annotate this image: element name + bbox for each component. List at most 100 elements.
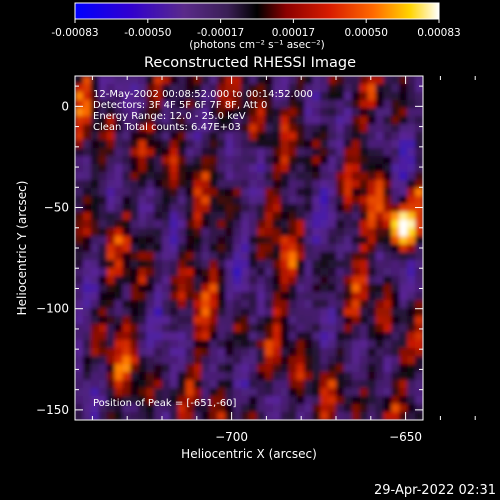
heatmap-cell bbox=[256, 228, 266, 237]
heatmap-cell bbox=[343, 220, 353, 229]
heatmap-cell bbox=[280, 188, 290, 197]
heatmap-cell bbox=[312, 228, 321, 237]
heatmap-cell bbox=[162, 212, 171, 221]
heatmap-cell bbox=[328, 308, 337, 317]
heatmap-cell bbox=[343, 412, 353, 420]
heatmap-cell bbox=[185, 236, 195, 245]
heatmap-cell bbox=[351, 84, 361, 93]
heatmap-cell bbox=[146, 372, 155, 381]
heatmap-cell bbox=[359, 388, 369, 397]
heatmap-cell bbox=[193, 228, 203, 237]
heatmap-cell bbox=[233, 84, 242, 93]
heatmap-cell bbox=[114, 260, 124, 269]
heatmap-cell bbox=[359, 76, 369, 85]
heatmap-cell bbox=[75, 252, 84, 261]
heatmap-cell bbox=[264, 356, 274, 365]
heatmap-cell bbox=[177, 116, 187, 125]
heatmap-cell bbox=[375, 92, 385, 101]
heatmap-cell bbox=[312, 292, 321, 301]
heatmap-cell bbox=[193, 292, 203, 301]
heatmap-cell bbox=[114, 356, 124, 365]
heatmap-cell bbox=[336, 196, 345, 205]
heatmap-cell bbox=[185, 172, 195, 181]
heatmap-cell bbox=[162, 340, 171, 349]
annotation-detectors: Detectors: 3F 4F 5F 6F 7F 8F, Att 0 bbox=[93, 100, 267, 111]
heatmap-cell bbox=[90, 116, 100, 125]
heatmap-cell bbox=[351, 292, 361, 301]
heatmap-cell bbox=[367, 196, 377, 205]
heatmap-cell bbox=[114, 140, 124, 149]
colorbar-unit-label: (photons cm⁻² s⁻¹ asec⁻²) bbox=[189, 39, 324, 51]
heatmap-cell bbox=[383, 164, 392, 173]
heatmap-cell bbox=[399, 372, 408, 381]
heatmap-cell bbox=[296, 156, 305, 165]
heatmap-cell bbox=[169, 204, 179, 213]
heatmap-cell bbox=[320, 100, 329, 109]
heatmap-cell bbox=[98, 108, 108, 117]
heatmap-cell bbox=[169, 124, 179, 133]
heatmap-cell bbox=[415, 300, 423, 309]
heatmap-cell bbox=[249, 172, 258, 181]
heatmap-cell bbox=[209, 76, 218, 85]
heatmap-cell bbox=[98, 204, 108, 213]
heatmap-cell bbox=[209, 124, 218, 133]
heatmap-cell bbox=[415, 156, 423, 165]
heatmap-cell bbox=[312, 404, 321, 413]
heatmap-cell bbox=[312, 84, 321, 93]
heatmap-cell bbox=[336, 324, 345, 333]
heatmap-cell bbox=[217, 332, 226, 341]
heatmap-cell bbox=[375, 372, 385, 381]
heatmap-cell bbox=[272, 284, 282, 293]
heatmap-cell bbox=[146, 188, 155, 197]
heatmap-cell bbox=[249, 180, 258, 189]
heatmap-cell bbox=[359, 132, 369, 141]
heatmap-cell bbox=[312, 236, 321, 245]
heatmap-cell bbox=[130, 116, 139, 125]
heatmap-cell bbox=[193, 316, 203, 325]
heatmap-cell bbox=[169, 260, 179, 269]
heatmap-cell bbox=[415, 108, 423, 117]
heatmap-cell bbox=[122, 116, 131, 125]
heatmap-cell bbox=[154, 92, 163, 101]
heatmap-cell bbox=[169, 148, 179, 157]
heatmap-cell bbox=[185, 116, 195, 125]
heatmap-cell bbox=[256, 108, 266, 117]
heatmap-cell bbox=[209, 164, 218, 173]
heatmap-cell bbox=[296, 300, 305, 309]
heatmap-cell bbox=[296, 292, 305, 301]
heatmap-cell bbox=[154, 356, 163, 365]
heatmap-cell bbox=[343, 124, 353, 133]
heatmap-cell bbox=[343, 180, 353, 189]
heatmap-cell bbox=[280, 116, 290, 125]
heatmap-cell bbox=[106, 124, 116, 133]
heatmap-cell bbox=[328, 316, 337, 325]
heatmap-cell bbox=[280, 292, 290, 301]
heatmap-cell bbox=[185, 284, 195, 293]
heatmap-cell bbox=[138, 204, 147, 213]
heatmap-cell bbox=[336, 260, 345, 269]
heatmap-cell bbox=[201, 204, 211, 213]
heatmap-cell bbox=[233, 212, 242, 221]
heatmap-cell bbox=[272, 332, 282, 341]
heatmap-cell bbox=[169, 364, 179, 373]
heatmap-cell bbox=[399, 92, 408, 101]
heatmap-cell bbox=[399, 132, 408, 141]
heatmap-cell bbox=[407, 180, 416, 189]
heatmap-cell bbox=[209, 236, 218, 245]
heatmap-cell bbox=[256, 324, 266, 333]
heatmap-cell bbox=[399, 292, 408, 301]
heatmap-cell bbox=[375, 380, 385, 389]
heatmap-cell bbox=[256, 188, 266, 197]
heatmap-cell bbox=[375, 396, 385, 405]
heatmap-cell bbox=[154, 116, 163, 125]
heatmap-cell bbox=[201, 388, 211, 397]
heatmap-cell bbox=[359, 116, 369, 125]
heatmap-cell bbox=[280, 132, 290, 141]
heatmap-cell bbox=[185, 244, 195, 253]
heatmap-cell bbox=[328, 324, 337, 333]
heatmap-cell bbox=[407, 308, 416, 317]
heatmap-cell bbox=[185, 180, 195, 189]
heatmap-cell bbox=[391, 156, 400, 165]
heatmap-cell bbox=[217, 260, 226, 269]
heatmap-cell bbox=[130, 228, 139, 237]
